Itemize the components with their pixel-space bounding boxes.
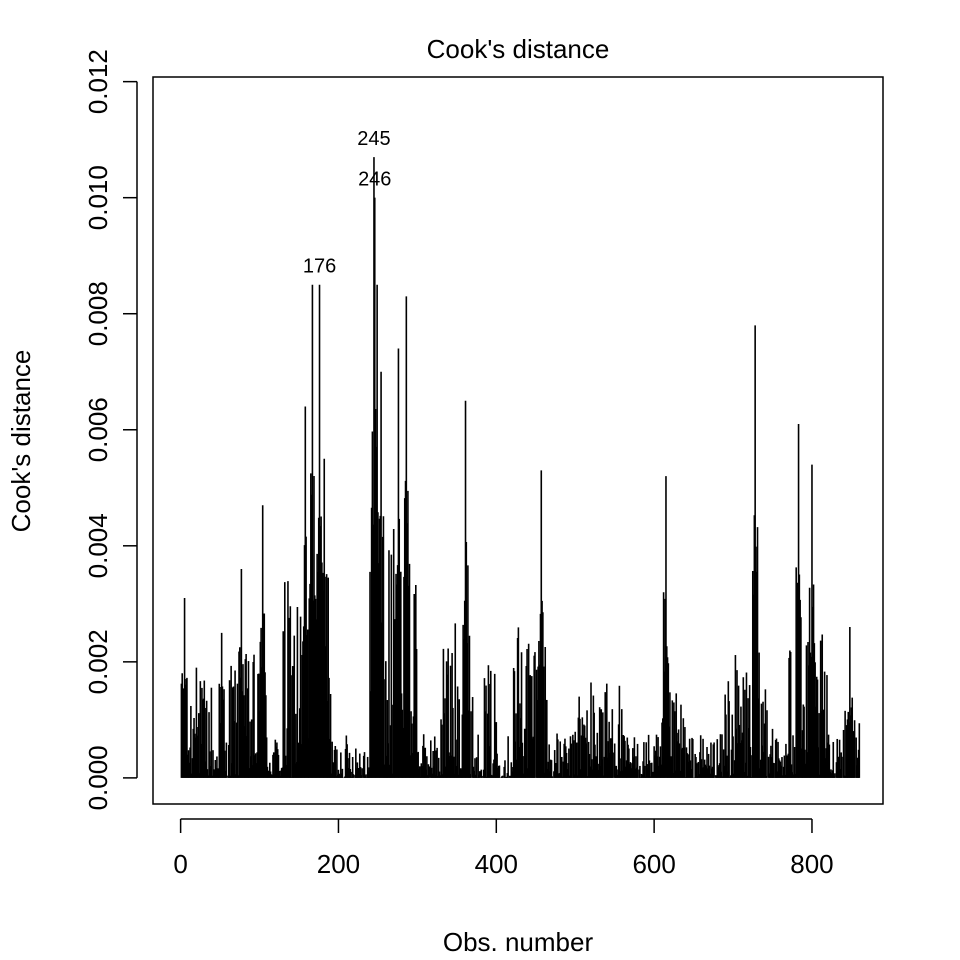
x-tick-label: 400 (475, 849, 518, 879)
y-tick-label: 0.008 (83, 281, 113, 346)
x-tick-label: 0 (173, 849, 187, 879)
y-axis: 0.000 0.002 0.004 0.006 0.008 0.010 0.012 (83, 49, 138, 810)
point-label: 176 (303, 256, 336, 278)
y-tick-label: 0.002 (83, 629, 113, 694)
chart-title: Cook's distance (427, 34, 610, 64)
x-tick-label: 600 (632, 849, 675, 879)
x-tick-label: 800 (790, 849, 833, 879)
x-axis: 0 200 400 600 800 (173, 818, 834, 879)
annotations-group: 176 245 246 (303, 128, 392, 278)
point-label: 245 (357, 128, 390, 150)
y-tick-label: 0.012 (83, 49, 113, 114)
y-tick-label: 0.004 (83, 513, 113, 578)
x-axis-label: Obs. number (443, 927, 594, 957)
y-tick-label: 0.010 (83, 165, 113, 230)
point-label: 246 (358, 169, 391, 191)
y-axis-label: Cook's distance (6, 350, 36, 533)
x-tick-label: 200 (317, 849, 360, 879)
y-tick-label: 0.006 (83, 397, 113, 462)
y-tick-label: 0.000 (83, 745, 113, 810)
plot-box (152, 76, 884, 805)
bars-group (180, 157, 861, 778)
